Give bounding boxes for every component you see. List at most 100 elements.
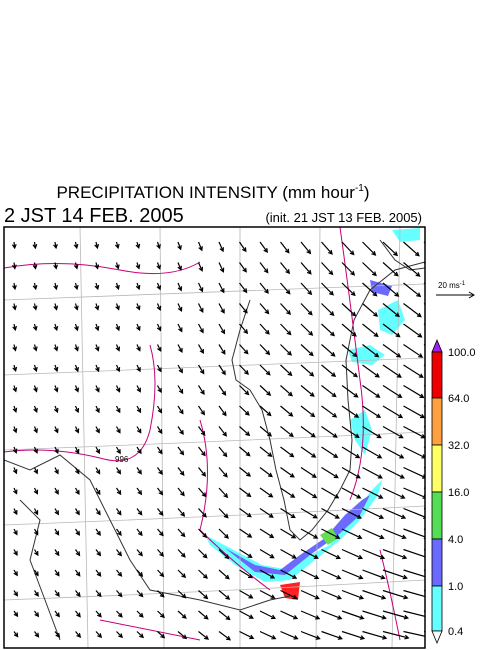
wind-arrow bbox=[157, 446, 163, 455]
wind-arrow bbox=[382, 405, 404, 419]
wind-arrow bbox=[114, 241, 120, 250]
colorbar-label: 32.0 bbox=[448, 440, 469, 452]
wind-arrow bbox=[341, 364, 359, 378]
wind-arrow bbox=[116, 569, 123, 577]
wind-arrow bbox=[53, 385, 59, 393]
wind-arrow bbox=[300, 548, 319, 559]
wind-arrow bbox=[403, 487, 425, 499]
wind-arrow bbox=[115, 426, 121, 434]
wind-arrow bbox=[198, 590, 209, 600]
title-close: ) bbox=[364, 183, 370, 202]
wind-arrow bbox=[259, 548, 275, 559]
wind-arrow bbox=[280, 507, 296, 519]
wind-arrow bbox=[115, 385, 121, 393]
wind-arrow bbox=[341, 323, 357, 337]
wind-arrow bbox=[341, 610, 365, 620]
wind-arrow bbox=[382, 384, 403, 398]
wind-arrow bbox=[33, 426, 38, 434]
wind-arrow bbox=[218, 508, 229, 519]
wind-arrow bbox=[135, 303, 141, 311]
wind-arrow bbox=[321, 364, 337, 378]
wind-arrow bbox=[239, 630, 255, 640]
wind-arrow bbox=[177, 262, 182, 271]
wind-arrow bbox=[403, 344, 424, 358]
wind-arrow bbox=[218, 405, 227, 417]
wind-arrow bbox=[362, 446, 383, 459]
wind-arrow bbox=[362, 548, 386, 560]
wind-arrow bbox=[362, 303, 379, 317]
wind-arrow bbox=[362, 241, 377, 256]
wind-arrow bbox=[259, 630, 277, 640]
wind-arrow bbox=[321, 426, 338, 438]
wind-arrow bbox=[157, 569, 165, 578]
wind-arrow bbox=[321, 446, 339, 459]
wind-arrow bbox=[362, 323, 379, 338]
wind-arrow bbox=[198, 610, 209, 620]
wind-arrow bbox=[280, 364, 293, 377]
wind-arrow bbox=[94, 241, 100, 250]
wind-arrow bbox=[136, 590, 144, 598]
wind-arrow bbox=[341, 507, 362, 519]
wind-arrow bbox=[12, 282, 17, 291]
wind-arrow bbox=[115, 262, 120, 270]
wind-arrow bbox=[94, 262, 100, 270]
wind-arrow bbox=[177, 426, 184, 436]
wind-arrow bbox=[362, 466, 383, 479]
wind-arrow bbox=[280, 446, 295, 458]
wind-arrow bbox=[54, 569, 60, 577]
wind-arrow bbox=[341, 569, 364, 580]
wind-arrow bbox=[321, 528, 341, 539]
wind-arrow bbox=[239, 405, 250, 416]
wind-arrow bbox=[75, 610, 81, 618]
wind-arrow bbox=[116, 590, 123, 598]
wind-arrow bbox=[197, 282, 204, 293]
wind-arrow bbox=[177, 631, 188, 640]
colorbar-bin bbox=[431, 538, 443, 587]
wind-arrow bbox=[74, 323, 79, 332]
wind-arrow bbox=[33, 446, 38, 454]
wind-arrow bbox=[115, 364, 121, 373]
wind-arrow bbox=[94, 323, 100, 332]
wind-arrow bbox=[300, 569, 320, 580]
wind-arrow bbox=[382, 528, 407, 540]
wind-arrow bbox=[136, 508, 143, 516]
wind-arrow bbox=[300, 610, 321, 620]
wind-arrow bbox=[198, 528, 208, 539]
wind-arrow bbox=[177, 590, 187, 599]
wind-arrow bbox=[259, 589, 276, 599]
wind-arrow bbox=[280, 630, 299, 640]
wind-arrow bbox=[73, 282, 79, 291]
colorbar-bin bbox=[431, 351, 443, 399]
wind-arrow bbox=[74, 426, 80, 434]
wind-arrow bbox=[12, 467, 18, 475]
wind-arrow bbox=[73, 262, 79, 270]
wind-arrow bbox=[218, 590, 231, 600]
wind-arrow bbox=[259, 303, 270, 315]
wind-arrow bbox=[33, 549, 39, 557]
wind-arrow bbox=[239, 569, 254, 579]
wind-arrow bbox=[95, 467, 101, 475]
wind-arrow bbox=[136, 426, 142, 434]
wind-arrow bbox=[156, 323, 162, 332]
wind-arrow bbox=[75, 631, 82, 638]
wind-arrow bbox=[156, 344, 162, 353]
wind-arrow bbox=[341, 487, 362, 499]
wind-arrow bbox=[95, 549, 102, 557]
wind-arrow bbox=[403, 241, 420, 257]
init-time: (init. 21 JST 13 FEB. 2005) bbox=[265, 210, 422, 225]
wind-arrow bbox=[280, 323, 292, 336]
wind-arrow bbox=[239, 385, 250, 396]
colorbar-label: 16.0 bbox=[448, 487, 469, 499]
map-frame bbox=[3, 226, 426, 649]
wind-arrow bbox=[382, 630, 410, 640]
wind-arrow bbox=[95, 590, 102, 598]
wind-arrow bbox=[177, 528, 186, 538]
wind-arrow bbox=[198, 487, 207, 498]
wind-arrow bbox=[32, 241, 38, 250]
wind-arrow bbox=[157, 487, 164, 496]
wind-arrow bbox=[32, 303, 38, 311]
wind-arrow bbox=[54, 610, 60, 618]
wind-arrow bbox=[259, 323, 270, 335]
wind-arrow bbox=[239, 610, 254, 619]
wind-arrow bbox=[239, 548, 253, 558]
